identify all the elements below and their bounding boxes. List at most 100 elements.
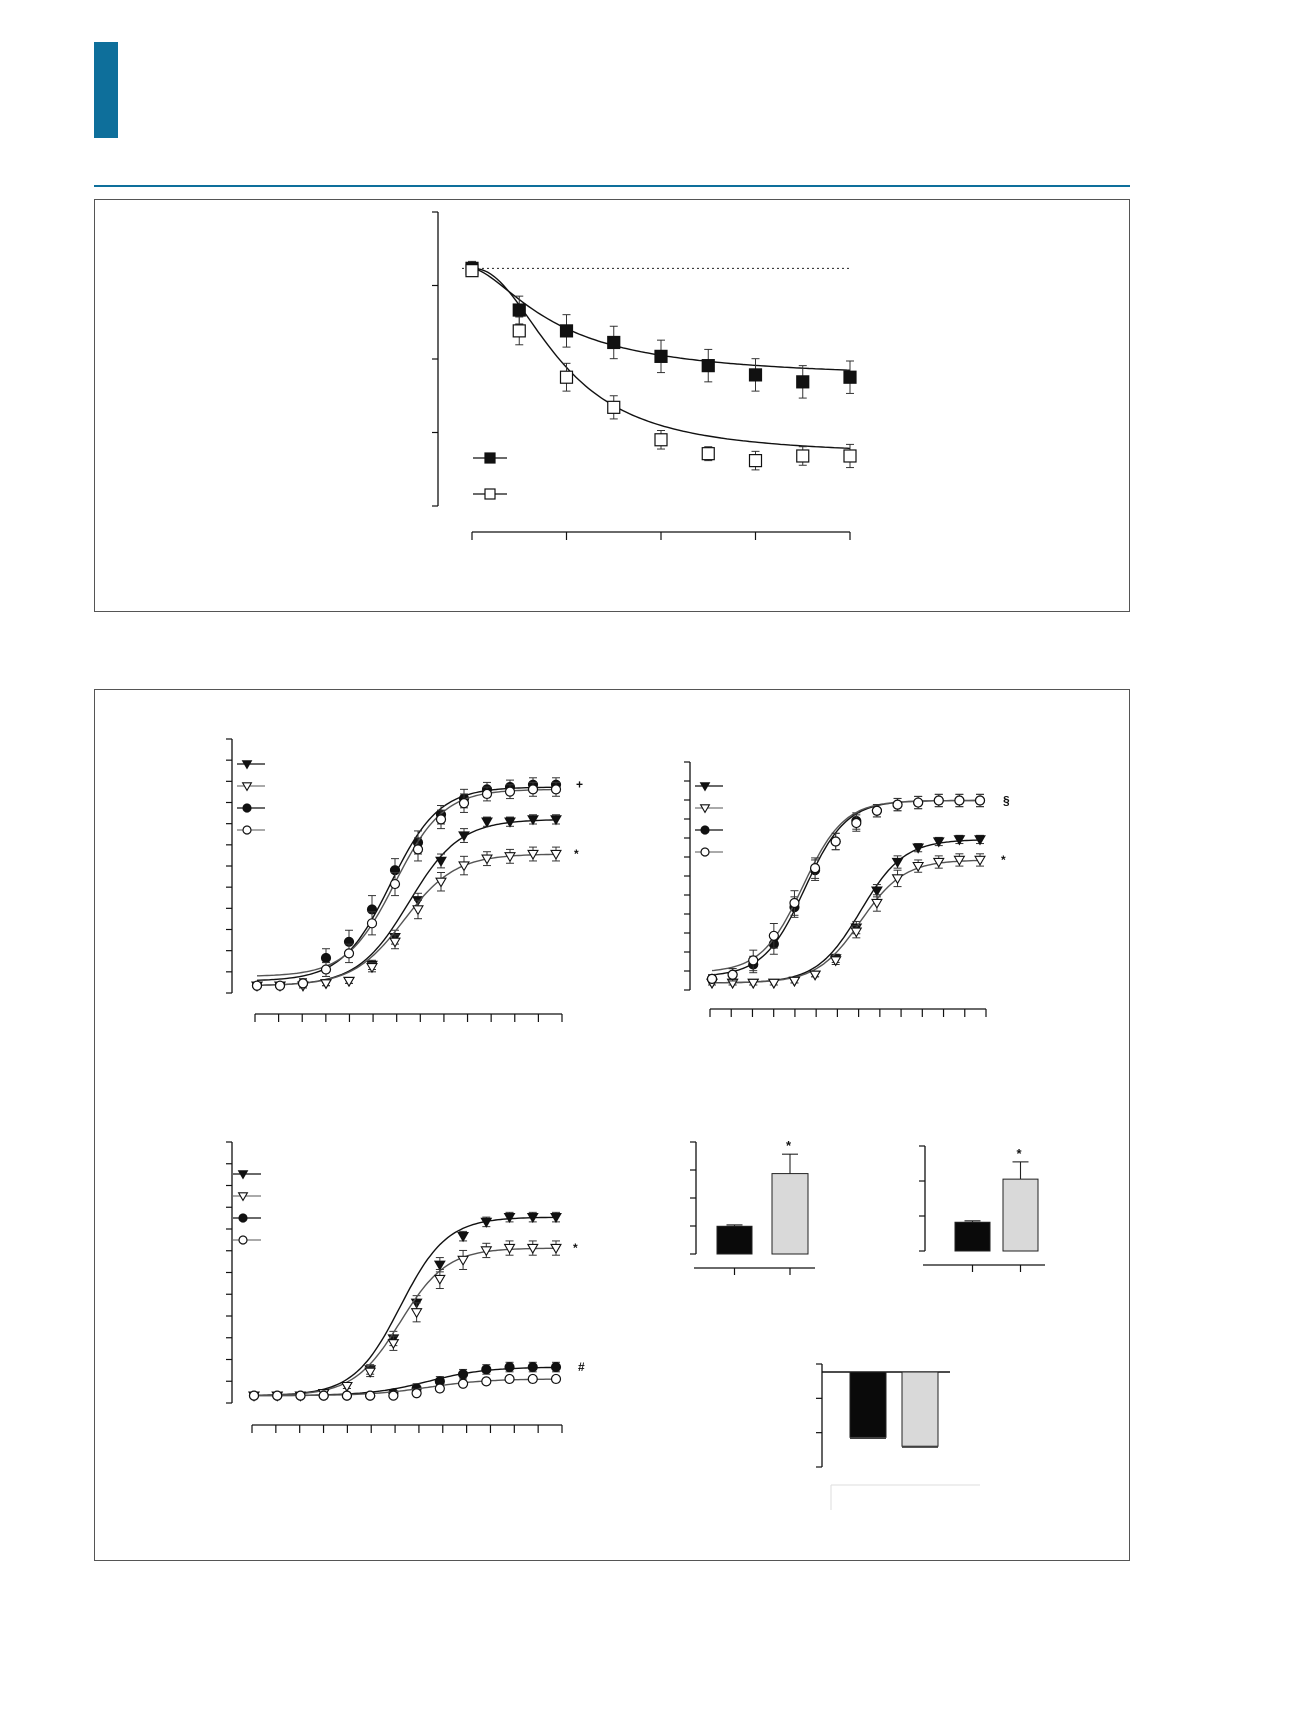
data-point: [550, 849, 562, 861]
data-point: [457, 1232, 469, 1243]
data-point: [830, 836, 841, 847]
bar: [771, 1173, 809, 1255]
bar: [954, 1221, 991, 1252]
data-point: [481, 854, 493, 865]
fit-curve: [711, 799, 980, 976]
significance-mark: *: [573, 1241, 578, 1255]
header-rule: [94, 185, 1130, 187]
data-point: [913, 797, 924, 808]
data-point: [850, 927, 863, 938]
series-circle-open: [251, 781, 562, 991]
data-point: [891, 874, 904, 885]
data-point: [550, 1212, 562, 1224]
data-point: [912, 861, 925, 873]
chart-a: [432, 211, 857, 540]
legend-marker-circle-open: [242, 825, 252, 835]
data-point: [503, 1243, 516, 1255]
data-point: [320, 964, 332, 975]
data-point: [320, 952, 332, 964]
data-point: [809, 863, 821, 874]
legend-marker-circle-filled: [700, 825, 710, 835]
data-point: [295, 1390, 306, 1401]
data-point: [796, 449, 810, 463]
fit-curve: [256, 853, 556, 986]
data-point: [457, 1255, 469, 1267]
data-point: [767, 978, 780, 989]
data-point: [504, 817, 516, 828]
data-point: [248, 1390, 260, 1401]
significance-mark: §: [1003, 794, 1010, 808]
data-point: [932, 837, 945, 848]
data-point: [320, 979, 332, 990]
data-point: [974, 855, 986, 866]
data-point: [341, 1390, 353, 1401]
series-circle-filled: [706, 793, 986, 984]
data-point: [433, 1260, 446, 1271]
data-point: [272, 1390, 283, 1401]
data-point: [504, 1373, 515, 1385]
fit-curve: [471, 267, 851, 450]
data-point: [727, 969, 738, 980]
data-point: [526, 1243, 539, 1255]
data-point: [480, 1217, 493, 1228]
data-point: [747, 978, 760, 989]
panel-bottom-frame: [94, 689, 1130, 1561]
data-point: [389, 878, 401, 890]
data-point: [974, 835, 986, 846]
data-point: [364, 1367, 377, 1378]
data-point: [932, 857, 945, 869]
legend-marker-triangle-filled: [237, 1170, 249, 1180]
legend-marker-triangle-filled: [699, 782, 711, 792]
data-point: [607, 335, 621, 350]
data-point: [458, 798, 470, 809]
data-point: [654, 433, 668, 447]
data-point: [871, 805, 883, 816]
data-point: [768, 930, 779, 941]
data-point: [892, 799, 903, 810]
bar: [1002, 1178, 1039, 1252]
data-point: [435, 877, 447, 888]
legend-marker-square-open: [484, 488, 496, 500]
data-point: [748, 368, 763, 382]
data-point: [954, 795, 965, 806]
legend-marker-circle-open: [238, 1235, 248, 1245]
data-point: [953, 855, 966, 866]
data-point: [527, 1361, 538, 1373]
significance-mark: +: [576, 778, 583, 792]
data-point: [457, 1378, 469, 1389]
chart-b2: §*: [684, 761, 1010, 1017]
data-point: [559, 370, 574, 384]
data-point: [458, 861, 470, 872]
data-point: [341, 1381, 353, 1393]
data-point: [829, 956, 842, 967]
data-point: [550, 784, 562, 795]
data-point: [527, 849, 539, 861]
data-point: [512, 324, 526, 338]
data-point: [550, 1373, 562, 1385]
series-square-open: [465, 264, 857, 471]
series-triangle-open: [706, 853, 986, 989]
data-point: [458, 831, 470, 842]
data-point: [297, 978, 309, 989]
data-point: [933, 795, 944, 806]
data-point: [789, 897, 800, 909]
data-point: [412, 905, 424, 916]
data-point: [654, 349, 668, 363]
bar: [849, 1371, 887, 1438]
significance-mark: *: [1001, 853, 1006, 867]
data-point: [274, 980, 286, 991]
data-point: [748, 454, 763, 468]
data-point: [387, 1339, 400, 1350]
significance-mark: *: [786, 1138, 792, 1153]
data-point: [343, 976, 355, 988]
significance-mark: *: [1017, 1146, 1023, 1161]
legend-marker-triangle-open: [237, 1192, 249, 1202]
data-point: [527, 815, 539, 826]
data-point: [504, 852, 516, 863]
data-point: [701, 359, 715, 373]
significance-mark: #: [578, 1360, 585, 1374]
chart-c3: [816, 1363, 980, 1510]
fit-curve: [254, 1247, 557, 1396]
data-point: [871, 886, 883, 897]
